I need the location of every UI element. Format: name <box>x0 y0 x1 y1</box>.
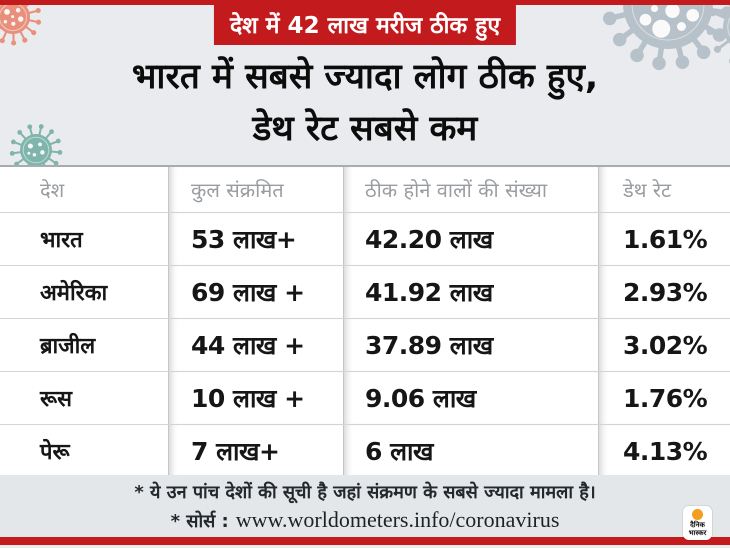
cell-recovered: 41.92 लाख <box>343 266 598 318</box>
table-row: रूस 10 लाख + 9.06 लाख 1.76% <box>0 371 730 424</box>
cell-recovered: 9.06 लाख <box>343 372 598 424</box>
kicker-text: देश में 42 लाख मरीज ठीक हुए <box>229 12 501 39</box>
col-header-recovered: ठीक होने वालों की संख्या <box>343 167 598 212</box>
table-row: ब्राजील 44 लाख + 37.89 लाख 3.02% <box>0 318 730 371</box>
table-row: भारत 53 लाख+ 42.20 लाख 1.61% <box>0 212 730 265</box>
cell-recovered: 37.89 लाख <box>343 319 598 371</box>
footnote: * ये उन पांच देशों की सूची है जहां संक्र… <box>134 481 596 503</box>
cell-infected: 53 लाख+ <box>168 213 343 265</box>
source-label: * सोर्स : <box>170 510 229 532</box>
col-header-death-rate: डेथ रेट <box>598 167 730 212</box>
source-line: * सोर्स : www.worldometers.info/coronavi… <box>171 507 560 533</box>
col-header-country: देश <box>40 178 65 202</box>
title-line-1: भारत में सबसे ज्यादा लोग ठीक हुए, <box>131 57 599 97</box>
table-row: पेरू 7 लाख+ 6 लाख 4.13% <box>0 424 730 477</box>
logo-text: दैनिक भास्कर <box>688 521 707 537</box>
cell-infected: 69 लाख + <box>168 266 343 318</box>
cell-infected: 7 लाख+ <box>168 425 343 477</box>
cell-country: पेरू <box>40 440 70 465</box>
col-header-infected: कुल संक्रमित <box>168 167 343 212</box>
cell-death-rate: 3.02% <box>598 319 730 371</box>
page-title: भारत में सबसे ज्यादा लोग ठीक हुए, डेथ रे… <box>0 51 730 155</box>
virus-icon <box>0 0 42 46</box>
cell-infected: 44 लाख + <box>168 319 343 371</box>
cell-recovered: 6 लाख <box>343 425 598 477</box>
cell-infected: 10 लाख + <box>168 372 343 424</box>
cell-country: रूस <box>40 387 72 412</box>
cell-death-rate: 4.13% <box>598 425 730 477</box>
cell-country: भारत <box>40 228 83 253</box>
logo-sun-icon <box>692 509 703 520</box>
kicker-banner: देश में 42 लाख मरीज ठीक हुए <box>213 0 517 45</box>
cell-death-rate: 1.76% <box>598 372 730 424</box>
cell-recovered: 42.20 लाख <box>343 213 598 265</box>
cell-country: अमेरिका <box>40 281 108 306</box>
cell-country: ब्राजील <box>40 334 96 359</box>
bottom-red-bar <box>0 537 730 545</box>
table-header-row: देश कुल संक्रमित ठीक होने वालों की संख्य… <box>0 167 730 212</box>
footer: * ये उन पांच देशों की सूची है जहां संक्र… <box>0 475 730 537</box>
table-row: अमेरिका 69 लाख + 41.92 लाख 2.93% <box>0 265 730 318</box>
source-url: www.worldometers.info/coronavirus <box>235 506 560 532</box>
cell-death-rate: 1.61% <box>598 213 730 265</box>
dainik-bhaskar-logo: दैनिक भास्कर <box>683 506 712 540</box>
cell-death-rate: 2.93% <box>598 266 730 318</box>
title-line-2: डेथ रेट सबसे कम <box>252 109 478 149</box>
stats-table: देश कुल संक्रमित ठीक होने वालों की संख्य… <box>0 165 730 478</box>
